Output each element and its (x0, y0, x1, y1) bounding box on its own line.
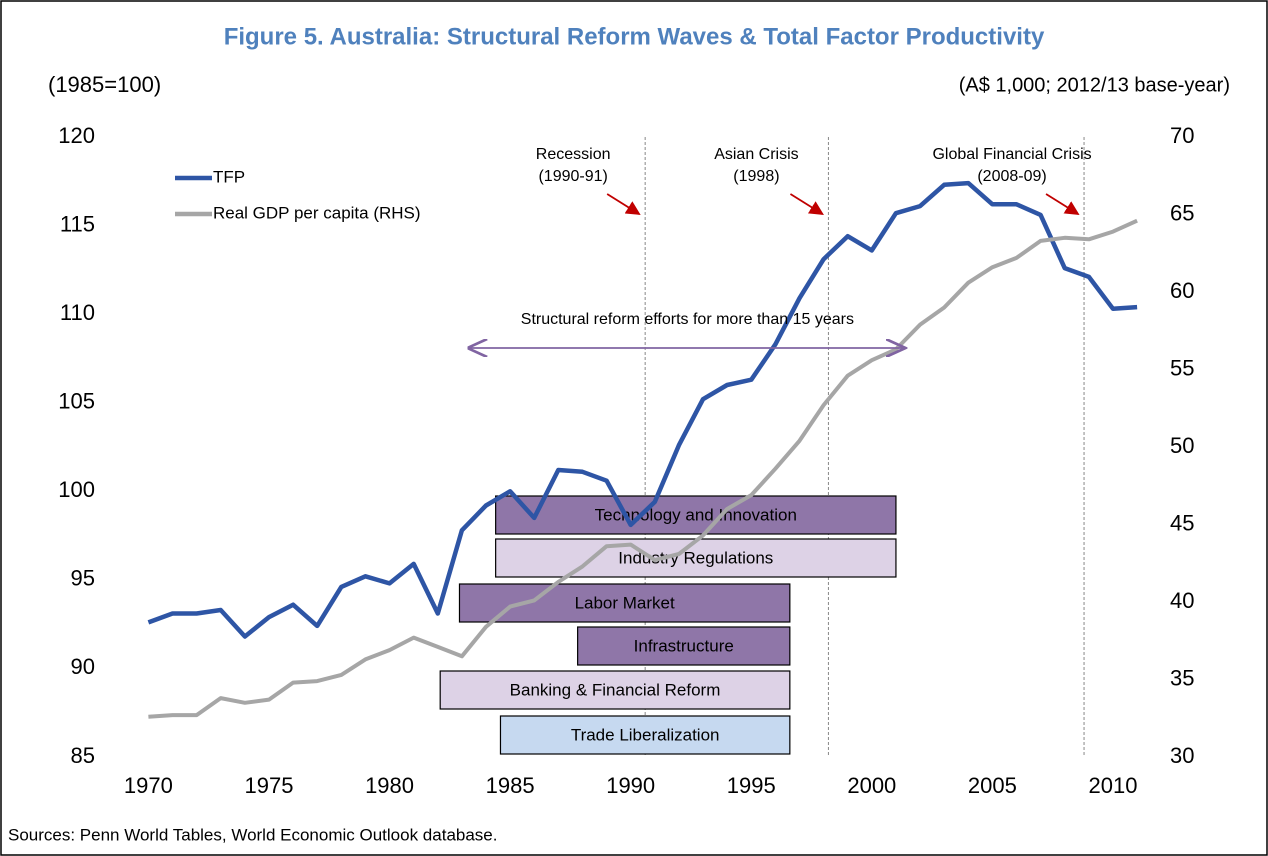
y-tick-label: 90 (71, 654, 95, 679)
event-arrow (1045, 193, 1080, 215)
event-label: Global Financial Crisis (932, 146, 1091, 163)
y2-tick-label: 70 (1170, 123, 1194, 148)
y-tick-label: 115 (60, 211, 95, 236)
x-tick-label: 1990 (606, 773, 655, 798)
y-tick-label: 110 (60, 300, 95, 325)
y2-tick-label: 65 (1170, 200, 1194, 225)
x-tick-label: 2005 (968, 773, 1017, 798)
y2-tick-label: 40 (1170, 588, 1194, 613)
y2-axis-label: (A$ 1,000; 2012/13 base-year) (959, 74, 1230, 96)
reform-bar (499, 715, 791, 755)
y2-tick-label: 60 (1170, 278, 1194, 303)
reform-bar (495, 538, 897, 578)
y-tick-label: 100 (58, 477, 95, 502)
reform-label: Labor Market (575, 593, 675, 612)
reform-bar (577, 626, 791, 666)
source: Sources: Penn World Tables, World Econom… (8, 825, 497, 844)
series-line (147, 180, 1138, 639)
reform-label: Industry Regulations (618, 548, 773, 567)
legend-label: Real GDP per capita (RHS) (213, 203, 421, 222)
x-tick-label: 1975 (245, 773, 294, 798)
event-label: (1998) (733, 168, 779, 185)
event-label: (1990-91) (538, 168, 607, 185)
reform-label: Banking & Financial Reform (510, 680, 721, 699)
legend-label: TFP (213, 167, 245, 186)
y-tick-label: 95 (71, 566, 95, 591)
reform-bar (439, 670, 791, 710)
y2-tick-label: 50 (1170, 433, 1194, 458)
event-label: (2008-09) (977, 168, 1046, 185)
series-line (148, 218, 1138, 719)
x-tick-label: 1980 (365, 773, 414, 798)
event-arrow (606, 193, 641, 215)
event-arrow (789, 193, 824, 215)
x-tick-label: 2010 (1089, 773, 1138, 798)
reform-bar (495, 495, 897, 535)
y-tick-label: 120 (58, 123, 95, 148)
x-tick-label: 1995 (727, 773, 776, 798)
chart-title: Figure 5. Australia: Structural Reform W… (224, 23, 1045, 50)
y2-tick-label: 35 (1170, 665, 1194, 690)
y2-tick-label: 30 (1170, 743, 1194, 768)
event-label: Recession (536, 146, 611, 163)
x-tick-label: 1985 (486, 773, 535, 798)
y-axis-label: (1985=100) (48, 72, 161, 97)
reform-label: Infrastructure (634, 636, 734, 655)
y-tick-label: 85 (71, 743, 95, 768)
y2-tick-label: 45 (1170, 510, 1194, 535)
reform-bar (458, 583, 791, 623)
span-label: Structural reform efforts for more than … (521, 311, 854, 328)
event-label: Asian Crisis (714, 146, 798, 163)
reform-label: Trade Liberalization (571, 725, 720, 744)
x-tick-label: 2000 (847, 773, 896, 798)
x-tick-label: 1970 (124, 773, 173, 798)
y-tick-label: 105 (58, 389, 95, 414)
y2-tick-label: 55 (1170, 355, 1194, 380)
